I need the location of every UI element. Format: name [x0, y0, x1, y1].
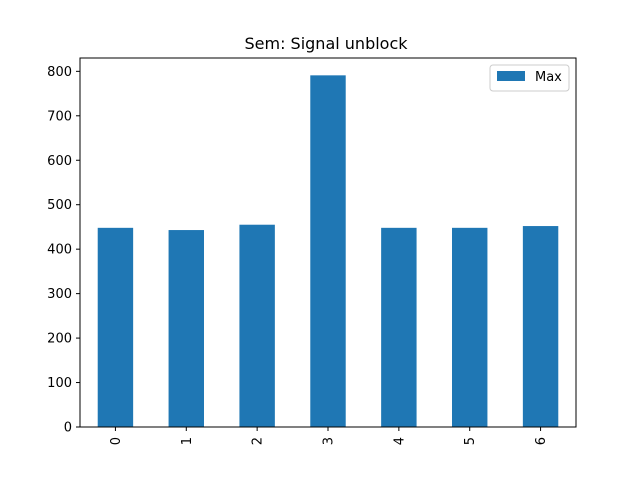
x-tick-label: 1	[180, 437, 195, 445]
y-tick-label: 500	[47, 198, 72, 213]
x-tick-label: 5	[463, 437, 478, 445]
x-tick-label: 4	[392, 437, 407, 445]
y-axis: 0 100 200 300 400 500 600 700 800	[47, 65, 80, 436]
y-tick-label: 200	[47, 332, 72, 347]
bar-2	[239, 224, 275, 427]
y-tick-label: 700	[47, 109, 72, 124]
x-tick-label: 2	[251, 437, 266, 445]
chart-title: Sem: Signal unblock	[244, 34, 408, 53]
bar-6	[522, 226, 559, 427]
bar-1	[168, 230, 204, 427]
legend-swatch	[497, 71, 525, 81]
bar-4	[381, 227, 417, 427]
x-tick-label: 3	[322, 437, 337, 445]
y-tick-label: 600	[47, 154, 72, 169]
y-tick-label: 300	[47, 287, 72, 302]
y-tick-label: 0	[64, 421, 72, 436]
bar-0	[97, 227, 134, 427]
bar-5	[452, 227, 488, 427]
legend: Max	[489, 64, 570, 92]
x-tick-label: 6	[534, 437, 549, 445]
y-tick-label: 100	[47, 376, 72, 391]
axes-frame	[79, 57, 577, 428]
legend-label: Max	[535, 70, 562, 85]
y-tick-label: 400	[47, 243, 72, 258]
bars-layer	[97, 75, 559, 427]
bar-3	[310, 75, 346, 427]
y-tick-label: 800	[47, 65, 72, 80]
x-axis: 0 1 2 3 4 5 6	[109, 427, 549, 445]
x-tick-label: 0	[109, 437, 124, 445]
